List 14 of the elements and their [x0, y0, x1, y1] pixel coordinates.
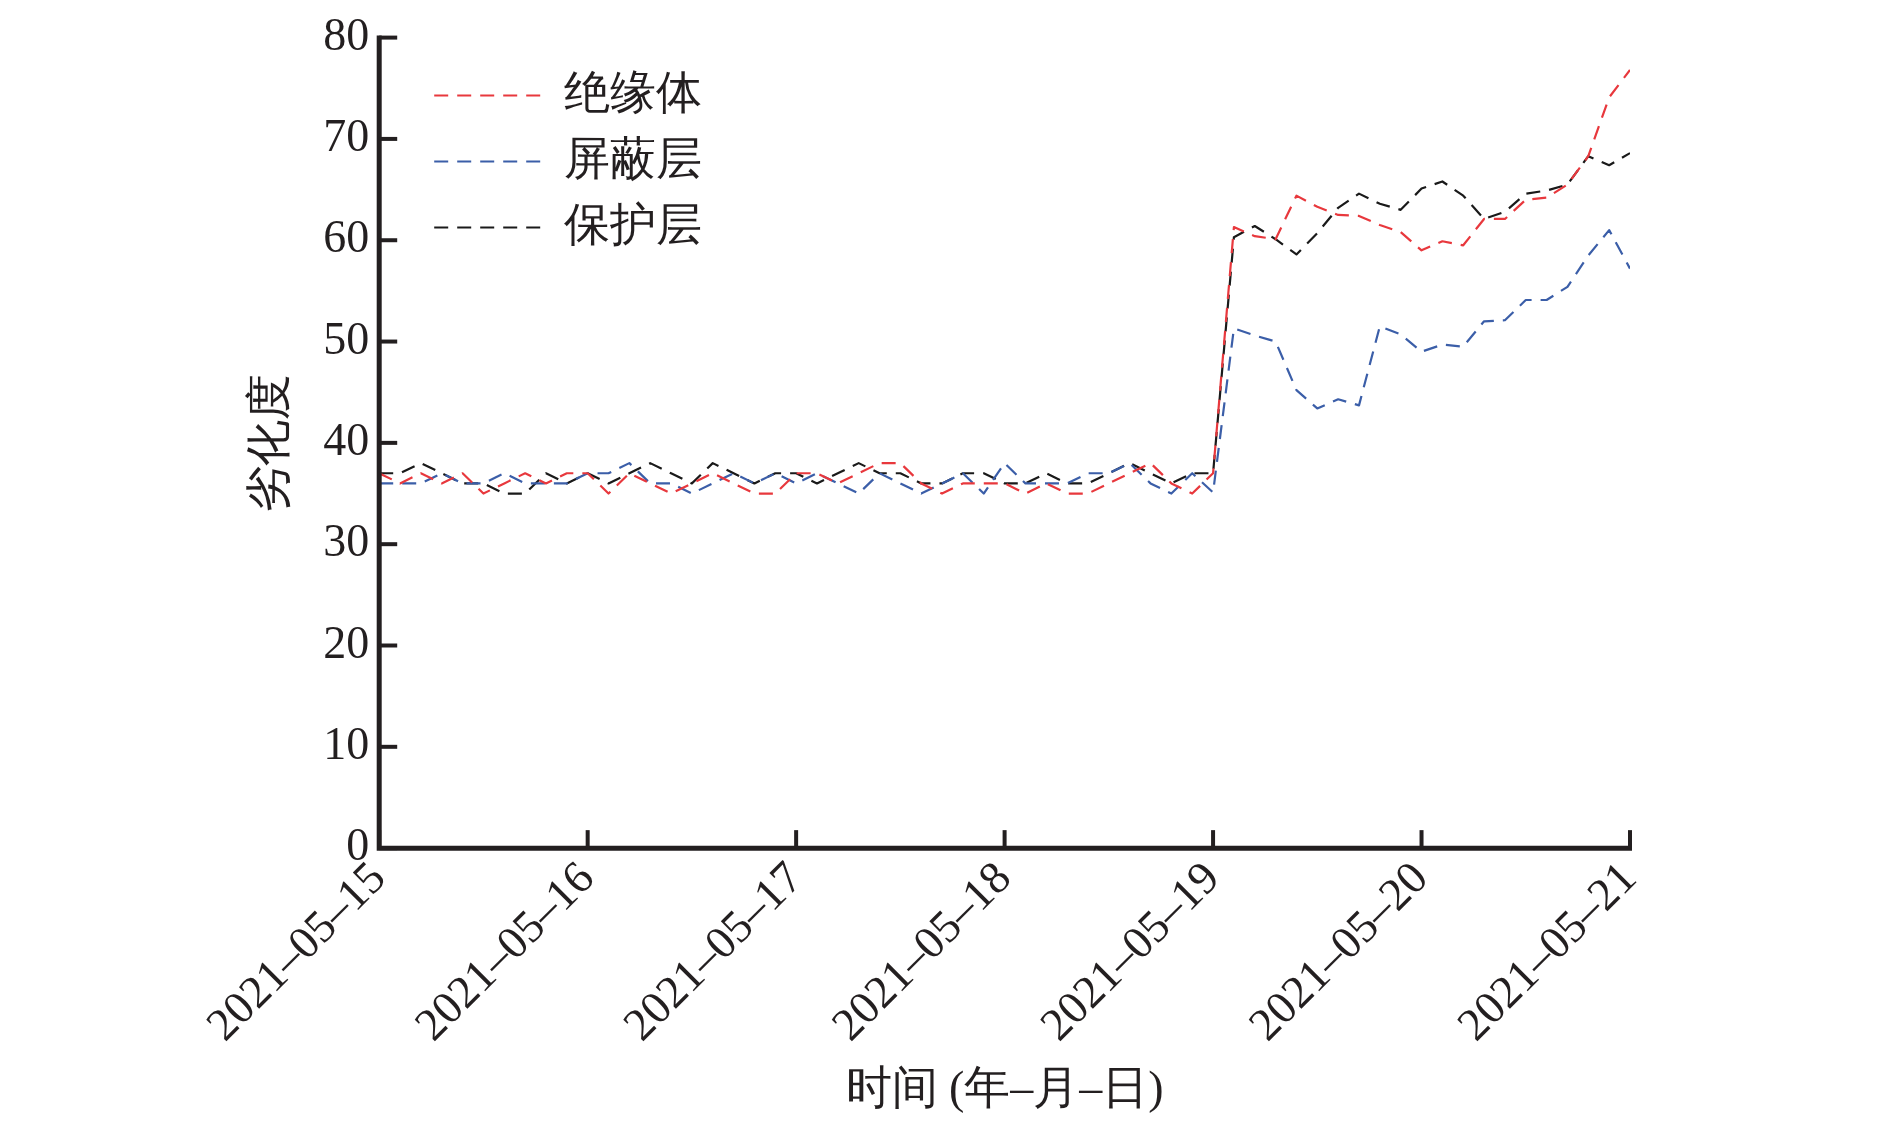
- line-series: [379, 68, 1630, 495]
- y-tick-label: 10: [323, 717, 370, 769]
- y-tick-label: 70: [323, 109, 370, 161]
- legend-label: 绝缘体: [564, 66, 703, 118]
- legend-label: 屏蔽层: [564, 132, 703, 184]
- legend-label: 保护层: [564, 198, 703, 250]
- y-tick-label: 50: [323, 312, 370, 364]
- y-axis-title: 劣化度: [242, 373, 294, 512]
- x-axis-title: 时间 (年–月–日): [845, 1062, 1164, 1114]
- y-tick-label: 60: [323, 211, 370, 263]
- y-tick-label: 40: [323, 413, 370, 465]
- y-tick-label: 20: [323, 616, 370, 668]
- y-tick-label: 30: [323, 515, 370, 567]
- y-tick-label: 80: [323, 8, 370, 60]
